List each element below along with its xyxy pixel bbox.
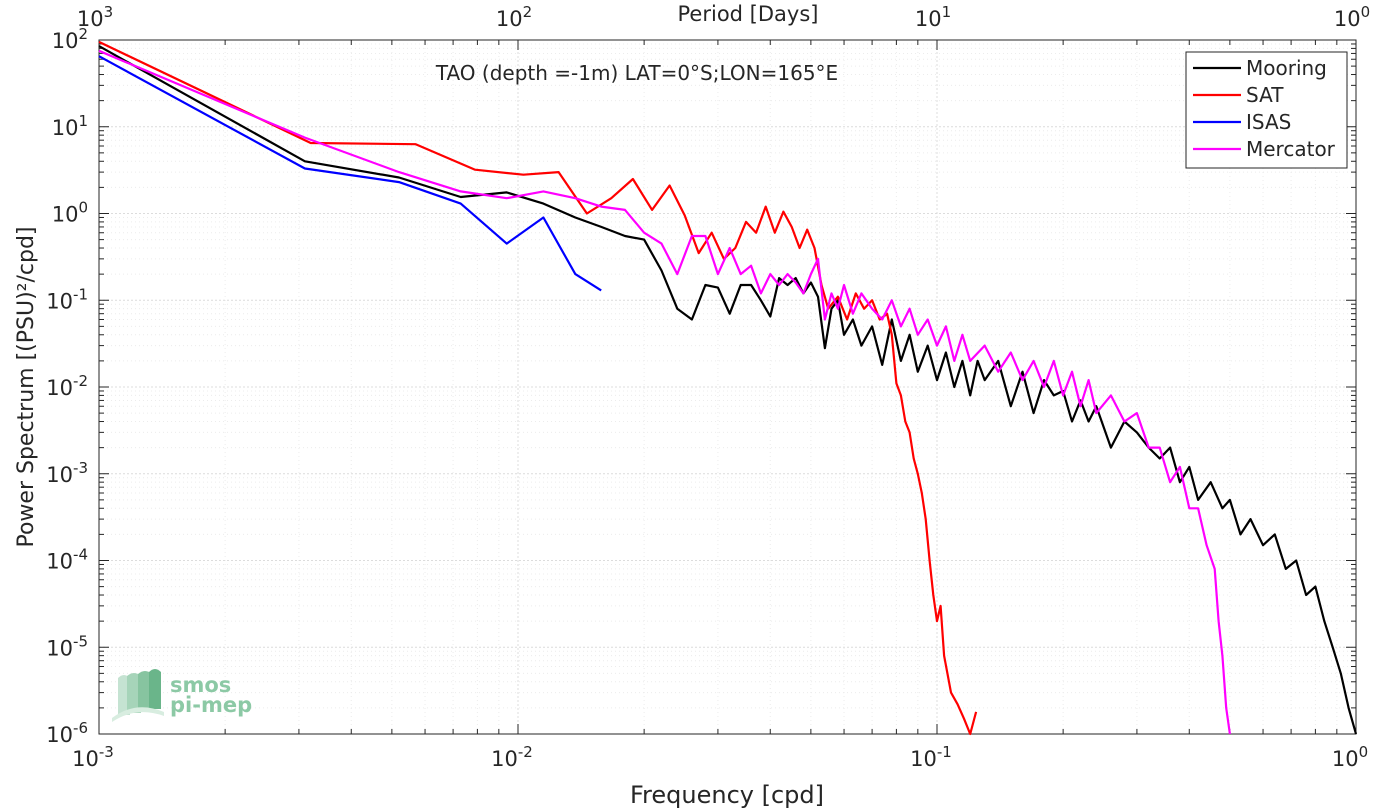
y-tick-label: 10-3 [46, 459, 88, 487]
y-tick-label: 10-4 [46, 546, 88, 574]
x-tick-label: 100 [1332, 743, 1368, 771]
grid [98, 40, 1356, 735]
series-line-mercator [98, 49, 1231, 735]
x-tick-label: 10-2 [491, 743, 533, 771]
x2-tick-label: 103 [77, 3, 113, 31]
series-line-mooring [98, 45, 1358, 735]
smos-logo-mark [112, 669, 164, 722]
x-axis-label: Frequency [cpd] [630, 781, 824, 809]
x2-tick-label: 101 [915, 3, 951, 31]
x-tick-label: 10-3 [72, 743, 114, 771]
y-axis-label: Power Spectrum [(PSU)²/cpd] [14, 226, 39, 547]
legend-label-mooring: Mooring [1246, 56, 1327, 80]
legend-label-isas: ISAS [1246, 110, 1291, 134]
y-tick-label: 102 [52, 25, 88, 53]
x-tick-label: 10-1 [910, 743, 952, 771]
x2-axis-label: Period [Days] [678, 2, 819, 26]
legend-label-sat: SAT [1246, 83, 1284, 107]
chart-title: TAO (depth =-1m) LAT=0°S;LON=165°E [435, 61, 838, 85]
y-tick-label: 10-5 [46, 632, 88, 660]
y-tick-label: 10-2 [46, 372, 88, 400]
series-lines [98, 40, 1358, 736]
y-tick-label: 101 [52, 112, 88, 140]
series-line-isas [98, 55, 602, 292]
logo-smos-text: smos [170, 673, 231, 697]
y-tick-label: 10-1 [46, 285, 88, 313]
x2-tick-label: 100 [1334, 3, 1370, 31]
y-tick-label: 100 [52, 199, 88, 227]
x2-tick-label: 102 [496, 3, 532, 31]
y-tick-label: 10-6 [46, 719, 88, 747]
smos-logo: smos pi-mep [112, 669, 252, 722]
logo-pimep-text: pi-mep [170, 693, 252, 717]
legend: Mooring SAT ISAS Mercator [1185, 51, 1348, 169]
legend-label-mercator: Mercator [1246, 137, 1336, 161]
